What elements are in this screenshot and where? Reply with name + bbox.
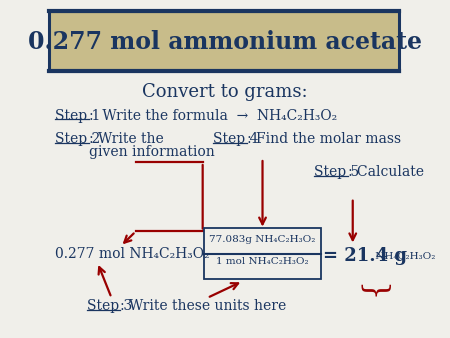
Text: Step 4: Step 4	[213, 132, 259, 146]
Text: }: }	[356, 283, 387, 303]
Text: NH₄C₂H₃O₂: NH₄C₂H₃O₂	[373, 252, 436, 261]
Text: 1 mol NH₄C₂H₃O₂: 1 mol NH₄C₂H₃O₂	[216, 257, 309, 266]
Text: :  Write the formula  →  NH₄C₂H₃O₂: : Write the formula → NH₄C₂H₃O₂	[89, 108, 337, 122]
Text: Step 2: Step 2	[55, 132, 100, 146]
Text: = 21.4 g: = 21.4 g	[323, 247, 407, 265]
Text: given information: given information	[89, 145, 214, 159]
Text: : Find the molar mass: : Find the molar mass	[247, 132, 401, 146]
Text: 0.277 mol NH₄C₂H₃O₂: 0.277 mol NH₄C₂H₃O₂	[55, 247, 210, 261]
Text: : Write the: : Write the	[89, 132, 163, 146]
Text: Step 1: Step 1	[55, 108, 101, 122]
Text: 0.277 mol ammonium acetate: 0.277 mol ammonium acetate	[28, 30, 422, 54]
Text: Step 3: Step 3	[86, 299, 132, 313]
Text: Step 5: Step 5	[315, 165, 360, 179]
Bar	[204, 227, 320, 279]
Bar	[49, 11, 399, 71]
Text: : Write these units here: : Write these units here	[120, 299, 286, 313]
Text: Convert to grams:: Convert to grams:	[142, 83, 308, 101]
Text: 77.083g NH₄C₂H₃O₂: 77.083g NH₄C₂H₃O₂	[209, 236, 316, 244]
Text: : Calculate: : Calculate	[347, 165, 423, 179]
